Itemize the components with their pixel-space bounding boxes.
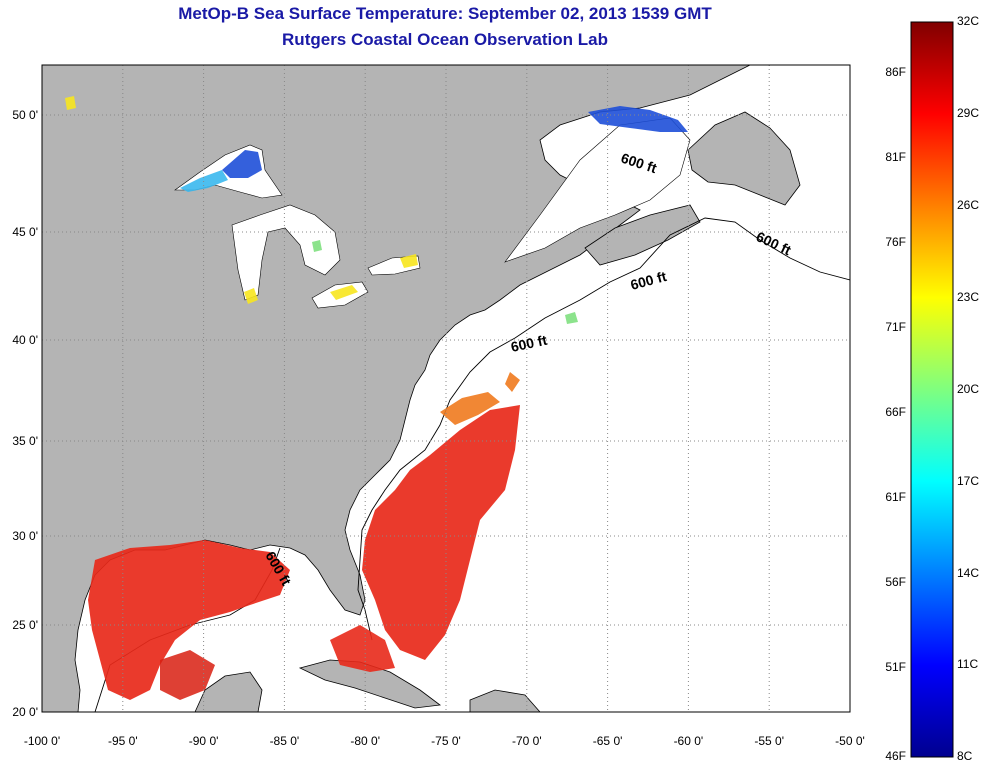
longitude-axis: -100 0' -95 0' -90 0' -85 0' -80 0' -75 0' -70… <box>24 734 865 748</box>
longitude-tick-label: -80 0' <box>350 734 380 748</box>
latitude-tick-label: 50 0' <box>12 108 38 122</box>
colorbar <box>910 21 954 758</box>
latitude-tick-label: 40 0' <box>12 333 38 347</box>
colorbar-fahrenheit-label: 71F <box>885 320 906 334</box>
colorbar-celsius-label: 32C <box>957 14 979 28</box>
colorbar-fahrenheit-label: 46F <box>885 749 906 763</box>
sst-orange-atlantic-north <box>440 372 520 425</box>
colorbar-celsius-label: 17C <box>957 474 979 488</box>
longitude-tick-label: -100 0' <box>24 734 60 748</box>
latitude-tick-label: 35 0' <box>12 434 38 448</box>
colorbar-fahrenheit-label: 66F <box>885 405 906 419</box>
sst-cold-st-lawrence <box>588 106 688 132</box>
land-newfoundland <box>687 111 801 206</box>
land-hispaniola <box>469 689 541 712</box>
colorbar-celsius-label: 11C <box>957 657 978 671</box>
longitude-tick-label: -90 0' <box>189 734 219 748</box>
sst-warm-atlantic <box>362 405 520 660</box>
colorbar-fahrenheit-label: 81F <box>885 150 906 164</box>
colorbar-labels: 86F 81F 76F 71F 66F 61F 56F 51F 46F 32C 29C 26C 23C 2… <box>885 14 979 763</box>
sst-warm-florida-straits <box>330 625 395 672</box>
colorbar-fahrenheit-label: 51F <box>885 660 906 674</box>
map-title: MetOp-B Sea Surface Temperature: Septemb… <box>178 4 712 23</box>
latitude-axis: 50 0' 45 0' 40 0' 35 0' 30 0' 25 0' 20 0' <box>12 108 38 719</box>
colorbar-celsius-label: 14C <box>957 566 979 580</box>
latitude-tick-label: 25 0' <box>12 618 38 632</box>
sst-warm-gulf <box>88 540 290 700</box>
longitude-tick-label: -65 0' <box>593 734 623 748</box>
land-nova-scotia <box>584 204 701 266</box>
longitude-tick-label: -75 0' <box>431 734 461 748</box>
colorbar-celsius-label: 29C <box>957 106 979 120</box>
longitude-tick-label: -95 0' <box>108 734 138 748</box>
colorbar-fahrenheit-label: 86F <box>885 65 906 79</box>
map-subtitle: Rutgers Coastal Ocean Observation Lab <box>282 30 608 49</box>
latitude-tick-label: 45 0' <box>12 225 38 239</box>
plot-frame <box>41 64 851 713</box>
colorbar-fahrenheit-label: 76F <box>885 235 906 249</box>
colorbar-fahrenheit-label: 56F <box>885 575 906 589</box>
isobath-label: 600 ft <box>509 332 548 355</box>
longitude-tick-label: -60 0' <box>674 734 704 748</box>
colorbar-celsius-label: 23C <box>957 290 979 304</box>
grid-lines <box>42 65 850 712</box>
longitude-tick-label: -85 0' <box>270 734 300 748</box>
colorbar-fahrenheit-label: 61F <box>885 490 906 504</box>
sst-warm-gulf-south <box>160 650 215 700</box>
latitude-tick-label: 20 0' <box>12 705 38 719</box>
gulf-st-lawrence <box>504 117 691 263</box>
colorbar-celsius-label: 8C <box>957 749 973 763</box>
colorbar-celsius-label: 26C <box>957 198 979 212</box>
longitude-tick-label: -55 0' <box>754 734 784 748</box>
sst-cold-lake-superior <box>222 150 262 178</box>
latitude-tick-label: 30 0' <box>12 529 38 543</box>
longitude-tick-label: -50 0' <box>835 734 865 748</box>
colorbar-celsius-label: 20C <box>957 382 979 396</box>
longitude-tick-label: -70 0' <box>512 734 542 748</box>
